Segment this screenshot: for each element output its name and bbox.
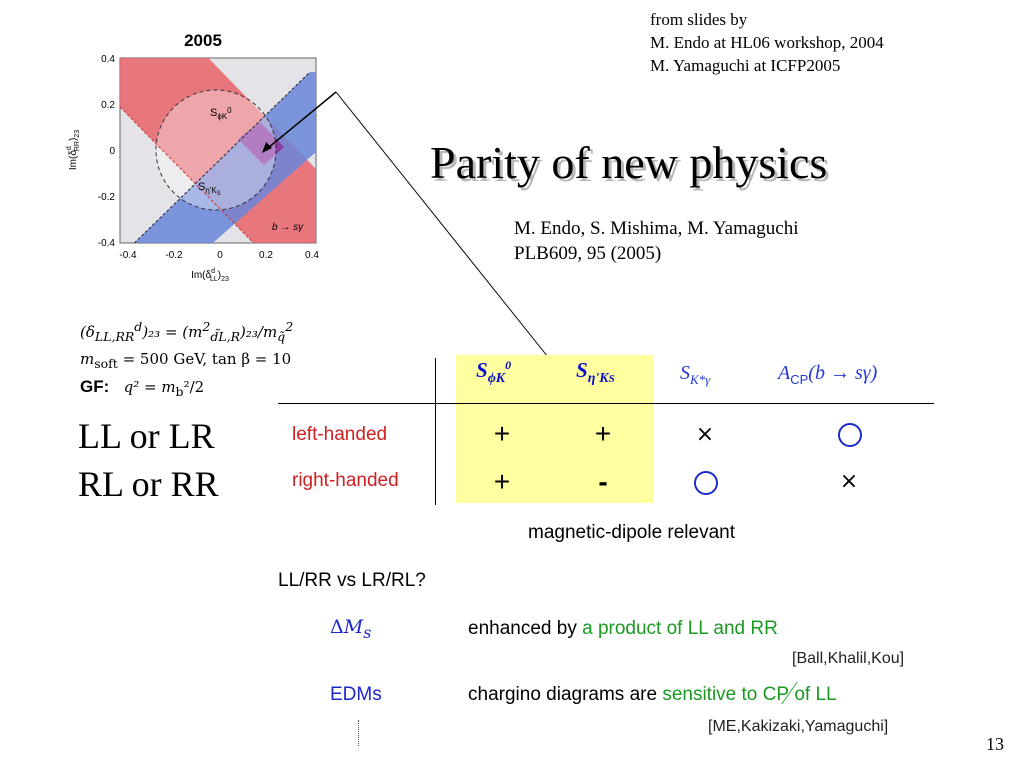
page-number: 13 [986,734,1004,754]
param-gf: GF: q² = mb²/2 [80,377,205,399]
cp-violation-symbol: CP [756,682,798,705]
svg-text:0.4: 0.4 [101,54,115,65]
credit-block: from slides by M. Endo at HL06 workshop,… [650,8,884,77]
cell-rh-acp: × [839,469,859,494]
row-label-right-handed: right-handed [292,470,399,491]
param-delta-def: (δLL,RRd)₂₃ = (m2d̃L,R)₂₃/mq̃2 [80,319,294,344]
dms-citation: [Ball,Khalil,Kou] [792,650,905,667]
cell-rh-sphik: + [493,466,511,497]
cell-rh-setaks: - [598,466,608,497]
parameters-block: (δLL,RRd)₂₃ = (m2d̃L,R)₂₃/mq̃2 msoft = 5… [80,315,293,403]
svg-text:0.4: 0.4 [305,250,319,261]
slide-title: Parity of new physics [430,137,828,188]
credit-line-2: M. Endo at HL06 workshop, 2004 [650,33,884,52]
param-msoft: msoft = 500 GeV, tan β = 10 [80,350,292,371]
label-sphik: SϕK0 [210,106,232,121]
magnetic-dipole-note: magnetic-dipole relevant [528,522,736,543]
credit-line-3: M. Yamaguchi at ICFP2005 [650,56,841,75]
svg-text:0: 0 [217,250,223,261]
plot-year: 2005 [184,31,222,50]
bsg-circle [155,89,277,211]
row-label-left-handed: left-handed [292,424,388,445]
chirality-line-2: RL or RR [78,464,219,504]
llrr-question: LL/RR vs LR/RL? [278,570,426,591]
continuation-dots-icon [358,720,359,746]
svg-text:-0.2: -0.2 [98,192,116,203]
plot-svg: 2005 SϕK0 Sη'KS b → sγ 0.4 0.2 0 -0.2 -0… [66,31,319,283]
reference-authors: M. Endo, S. Mishima, M. Yamaguchi [514,218,799,239]
col-header-acp: ACP(b → sγ) [778,362,878,387]
svg-text:0.2: 0.2 [259,250,273,261]
label-setaks: Sη'KS [198,181,221,197]
cell-lh-sphik: + [493,418,511,449]
label-bsg: b → sγ [272,222,304,233]
chirality-line-1: LL or LR [78,416,215,456]
dms-label: ΔMs [330,616,372,642]
svg-text:-0.4: -0.4 [119,250,137,261]
col-header-sphik: SϕK0 [476,358,512,387]
cell-lh-sksg: × [695,422,715,447]
plot-xlabel: Im(δd LL)23 [191,268,229,283]
credit-line-1: from slides by [650,10,748,29]
cell-rh-sksg-circle-icon [694,471,718,495]
cell-lh-setaks: + [594,418,612,449]
table-horizontal-rule [278,403,934,404]
col-header-setaks: Sη'KS [576,358,615,387]
edm-text: chargino diagrams are sensitive to CP of… [468,682,837,705]
reference-journal: PLB609, 95 (2005) [514,243,662,264]
col-header-sksg: SK*γ [680,362,711,387]
svg-text:-0.4: -0.4 [98,238,116,249]
plot-ylabel: Im(δdRR)23 [66,130,81,170]
highlight-column [456,355,654,503]
edm-label: EDMs [330,684,382,705]
edm-citation: [ME,Kakizaki,Yamaguchi] [708,718,889,735]
cell-lh-acp-circle-icon [838,423,862,447]
svg-text:0.2: 0.2 [101,100,115,111]
constraint-plot: 2005 SϕK0 Sη'KS b → sγ 0.4 0.2 0 -0.2 -0… [60,22,335,297]
table-vertical-rule [435,358,436,505]
chirality-block: LL or LR RL or RR [78,412,219,508]
dms-text: enhanced by a product of LL and RR [468,618,778,639]
band-sphik [120,58,316,243]
overlap-region [238,122,284,165]
svg-text:0: 0 [109,146,115,157]
svg-text:-0.2: -0.2 [165,250,183,261]
reference-block: M. Endo, S. Mishima, M. Yamaguchi PLB609… [514,216,799,266]
